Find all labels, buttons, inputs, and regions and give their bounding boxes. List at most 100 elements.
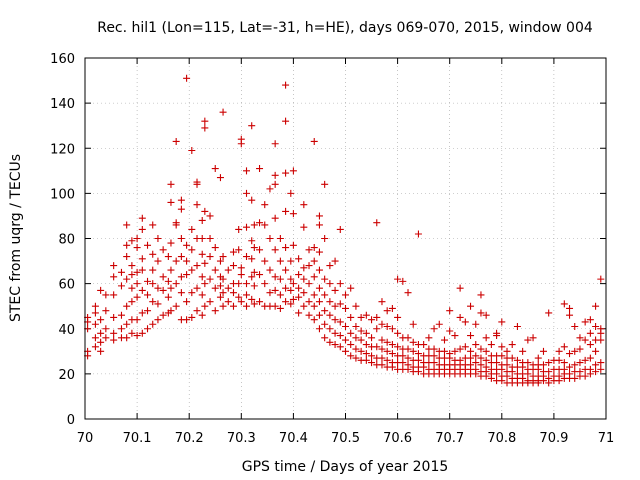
data-point xyxy=(91,309,99,317)
data-point xyxy=(206,235,214,242)
data-point xyxy=(560,343,568,351)
data-point xyxy=(430,359,438,367)
data-point xyxy=(425,334,433,342)
x-tick-label: 70.7 xyxy=(435,431,464,446)
data-point xyxy=(237,135,245,143)
y-tick-label: 20 xyxy=(58,368,75,383)
data-point xyxy=(276,257,284,265)
data-point xyxy=(138,214,146,222)
data-point xyxy=(414,356,422,364)
data-point xyxy=(295,255,303,263)
data-point xyxy=(289,210,297,218)
data-point xyxy=(315,221,323,229)
data-point xyxy=(383,338,391,346)
data-point xyxy=(91,302,99,310)
data-point xyxy=(477,345,485,353)
data-point xyxy=(321,320,329,328)
data-point xyxy=(211,244,219,252)
data-point xyxy=(378,361,386,369)
data-points xyxy=(84,74,605,387)
data-point xyxy=(305,262,313,270)
data-point xyxy=(235,293,243,301)
data-point xyxy=(326,325,334,333)
data-point xyxy=(128,284,136,292)
x-tick-label: 70.8 xyxy=(487,431,516,446)
data-point xyxy=(310,273,318,281)
data-point xyxy=(216,282,224,290)
data-point xyxy=(586,316,594,324)
data-point xyxy=(276,304,284,312)
data-point xyxy=(159,286,167,294)
data-point xyxy=(446,350,454,358)
data-point xyxy=(472,352,480,360)
data-point xyxy=(404,361,412,369)
data-point xyxy=(430,345,438,353)
data-point xyxy=(128,271,136,279)
data-point xyxy=(248,295,256,303)
data-point xyxy=(404,289,412,297)
data-point xyxy=(430,352,438,360)
data-point xyxy=(295,284,303,292)
data-point xyxy=(352,322,360,330)
data-point xyxy=(357,336,365,344)
data-point xyxy=(216,293,224,301)
data-point xyxy=(300,302,308,310)
data-point xyxy=(597,325,605,333)
data-point xyxy=(555,347,563,355)
data-point xyxy=(229,302,237,310)
data-point xyxy=(193,307,201,315)
data-point xyxy=(237,264,245,272)
data-point xyxy=(321,334,329,342)
data-point xyxy=(539,361,547,369)
data-point xyxy=(237,271,245,279)
x-tick-label: 70.6 xyxy=(383,431,412,446)
data-point xyxy=(440,347,448,355)
data-point xyxy=(352,354,360,362)
data-point xyxy=(472,365,480,373)
data-point xyxy=(144,291,152,299)
data-point xyxy=(289,295,297,303)
data-point xyxy=(524,336,532,344)
data-point xyxy=(97,329,105,337)
data-point xyxy=(519,347,527,355)
data-point xyxy=(409,320,417,328)
data-point xyxy=(461,318,469,326)
data-point xyxy=(110,336,118,344)
data-point xyxy=(201,207,209,215)
data-point xyxy=(144,307,152,315)
data-point xyxy=(149,266,157,274)
data-point xyxy=(383,356,391,364)
data-point xyxy=(305,246,313,254)
data-point xyxy=(198,311,206,319)
data-point xyxy=(498,343,506,351)
data-point xyxy=(188,313,196,321)
data-point xyxy=(321,291,329,299)
data-point xyxy=(154,300,162,308)
data-point xyxy=(336,300,344,308)
data-point xyxy=(211,307,219,315)
data-point xyxy=(326,262,334,270)
data-point xyxy=(177,205,185,213)
data-point xyxy=(362,311,370,319)
data-point xyxy=(243,167,251,175)
data-point xyxy=(472,341,480,349)
data-point xyxy=(201,259,209,267)
data-point xyxy=(342,336,349,344)
data-point xyxy=(224,298,232,306)
data-point xyxy=(144,241,152,249)
data-point xyxy=(295,309,303,317)
data-point xyxy=(97,316,105,324)
data-point xyxy=(287,257,295,265)
y-tick-label: 120 xyxy=(50,142,75,157)
data-point xyxy=(571,374,579,382)
data-point xyxy=(493,359,501,367)
data-point xyxy=(133,332,141,340)
data-point xyxy=(566,311,574,319)
data-point xyxy=(128,329,136,337)
data-point xyxy=(315,311,323,319)
data-point xyxy=(250,244,258,252)
data-point xyxy=(581,372,589,380)
data-point xyxy=(164,277,172,285)
data-point xyxy=(243,189,251,197)
data-point xyxy=(560,365,568,373)
